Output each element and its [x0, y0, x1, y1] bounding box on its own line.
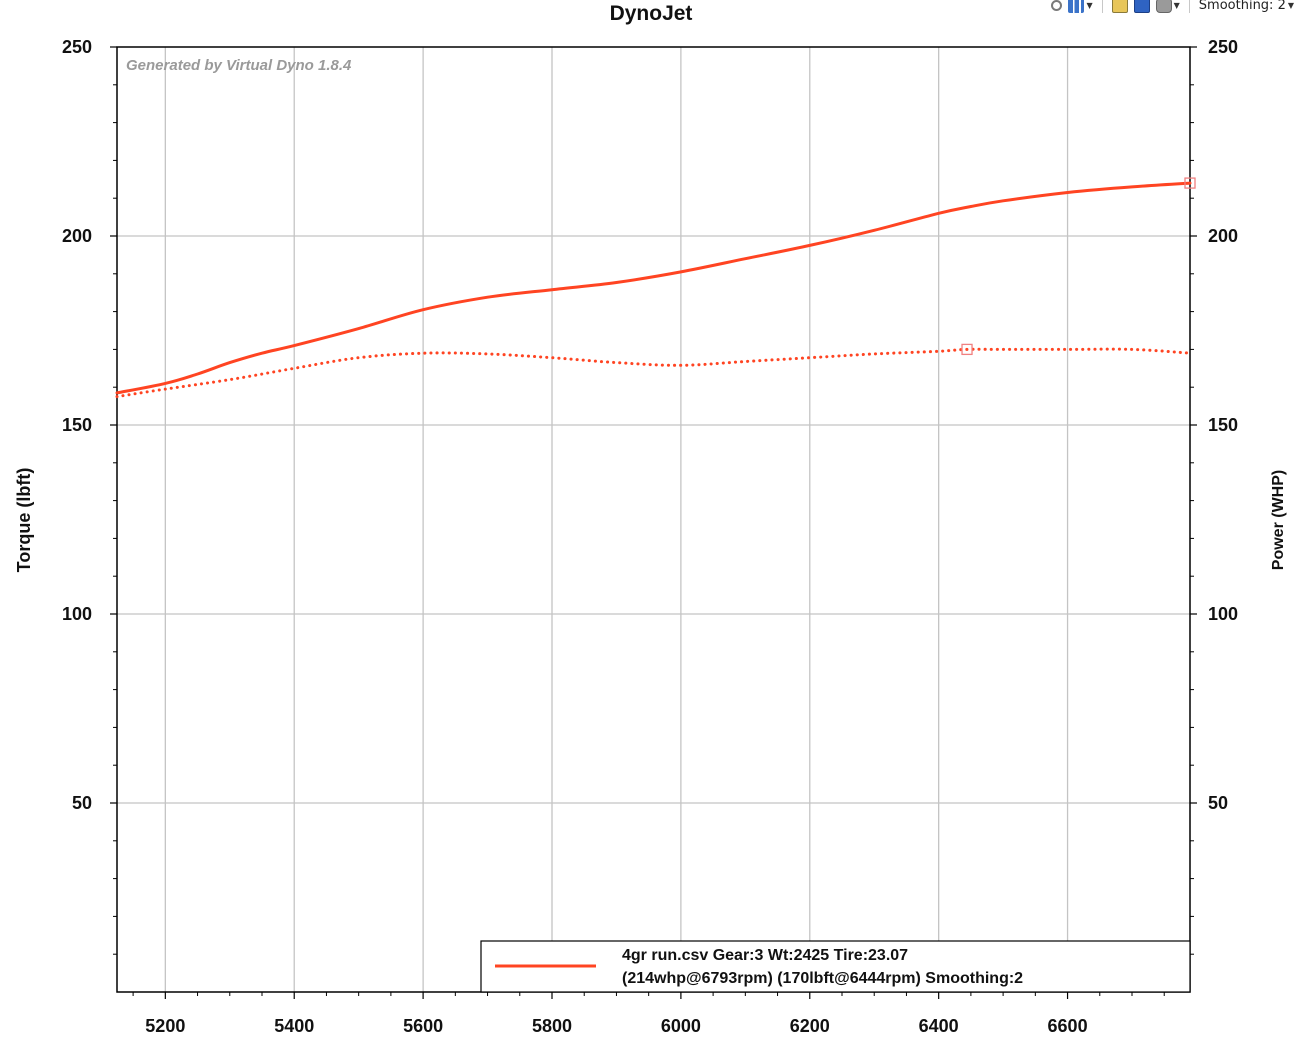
toolbar-divider	[1101, 0, 1103, 13]
chart-type-icon	[1068, 0, 1085, 13]
x-tick-label: 5400	[274, 1016, 314, 1036]
y-tick-label-left: 250	[62, 37, 92, 57]
grid	[117, 47, 1190, 992]
y-tick-label-left: 150	[62, 415, 92, 435]
x-tick-label: 5200	[145, 1016, 185, 1036]
legend-line-1: 4gr run.csv Gear:3 Wt:2425 Tire:23.07	[622, 947, 908, 964]
legend: 4gr run.csv Gear:3 Wt:2425 Tire:23.07 (2…	[480, 940, 1191, 993]
print-icon	[1155, 0, 1172, 13]
x-tick-label: 5800	[532, 1016, 572, 1036]
save-icon	[1133, 0, 1150, 13]
legend-box	[480, 940, 1191, 993]
toolbar-divider	[1188, 0, 1190, 13]
series-group	[115, 177, 1196, 399]
smoothing-dropdown[interactable]: Smoothing: 2 ▼	[1199, 0, 1294, 13]
y-tick-label-right: 50	[1208, 793, 1228, 813]
y-tick-label-left: 200	[62, 226, 92, 246]
y-axis-label-left: Torque (lbft)	[14, 468, 34, 573]
y-tick-label-right: 200	[1208, 226, 1238, 246]
y-tick-label-right: 100	[1208, 604, 1238, 624]
chart-type-button[interactable]: ▼	[1068, 0, 1093, 13]
copy-button[interactable]	[1111, 0, 1128, 13]
plot-area	[116, 46, 1191, 993]
chart-title: DynoJet	[610, 2, 693, 25]
save-button[interactable]	[1133, 0, 1150, 13]
chevron-down-icon: ▼	[1287, 0, 1294, 10]
chart-toolbar: ▼ ▼ Smoothing: 2 ▼	[1051, 0, 1294, 16]
x-tick-label: 6000	[661, 1016, 701, 1036]
copy-icon	[1111, 0, 1128, 13]
x-tick-label: 6400	[919, 1016, 959, 1036]
x-tick-label: 6200	[790, 1016, 830, 1036]
y-tick-label-left: 50	[72, 793, 92, 813]
smoothing-label: Smoothing: 2	[1198, 0, 1286, 13]
zoom-button[interactable]	[1051, 0, 1063, 11]
print-button[interactable]: ▼	[1155, 0, 1180, 13]
y-axis-label-right: Power (WHP)	[1270, 470, 1287, 570]
x-tick-label: 6600	[1048, 1016, 1088, 1036]
y-tick-label-right: 150	[1208, 415, 1238, 435]
x-tick-label: 5600	[403, 1016, 443, 1036]
power-series-line	[115, 181, 1192, 395]
torque-series-line	[115, 347, 1192, 399]
power-peak-marker	[1184, 177, 1196, 189]
y-tick-label-right: 250	[1208, 37, 1238, 57]
tick-labels: 5200 5400 5600 5800 6000 6200 6400 6600 50 50 100 1…	[62, 37, 1238, 1036]
legend-line-2: (214whp@6793rpm) (170lbft@6444rpm) Smoot…	[622, 970, 1023, 987]
chevron-down-icon: ▼	[1086, 0, 1093, 10]
y-tick-label-left: 100	[62, 604, 92, 624]
torque-peak-marker	[961, 343, 973, 356]
chevron-down-icon: ▼	[1173, 0, 1180, 10]
axis-ticks	[110, 46, 1197, 999]
zoom-icon	[1051, 0, 1063, 11]
watermark: Generated by Virtual Dyno 1.8.4	[126, 57, 352, 74]
